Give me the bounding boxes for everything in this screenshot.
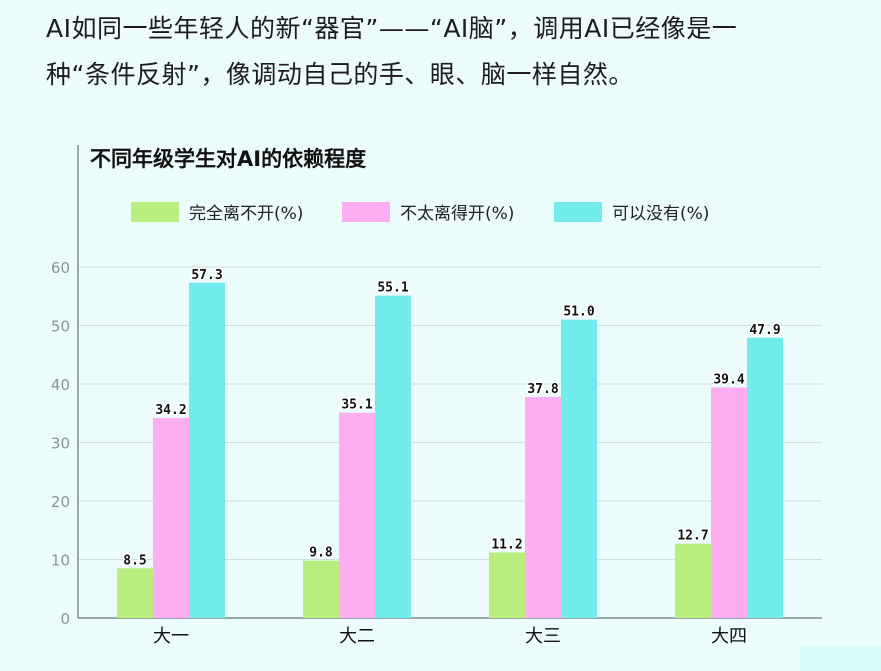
legend-swatch — [554, 202, 602, 222]
bar — [711, 387, 747, 618]
data-label: 47.9 — [749, 323, 780, 338]
data-label: 35.1 — [341, 398, 372, 413]
y-tick-label: 50 — [51, 318, 70, 336]
tick-labels: 0 10 20 30 40 50 60 大一 大二 大三 大四 — [51, 259, 747, 647]
chart-title: 不同年级学生对AI的依赖程度 — [90, 147, 366, 171]
legend-label: 可以没有(%) — [612, 204, 709, 224]
bar — [189, 282, 225, 618]
data-label: 55.1 — [377, 281, 408, 296]
intro-line-2: 种“条件反射”，像调动自己的手、眼、脑一样自然。 — [46, 60, 634, 89]
data-label: 57.3 — [191, 268, 222, 283]
legend-swatch — [342, 202, 390, 222]
x-tick-label: 大四 — [711, 626, 747, 647]
y-tick-label: 60 — [51, 259, 70, 277]
y-tick-label: 10 — [51, 552, 70, 570]
bar — [303, 560, 339, 618]
y-tick-label: 40 — [51, 376, 70, 394]
data-label: 51.0 — [563, 305, 594, 320]
data-label: 37.8 — [527, 382, 558, 397]
corner-decoration — [800, 647, 881, 671]
bar — [339, 412, 375, 618]
bar — [153, 417, 189, 618]
data-labels: 8.5 34.2 57.3 9.8 35.1 55.1 11.2 37.8 51.0 12.7 39… — [122, 266, 782, 569]
bar — [117, 568, 153, 618]
x-tick-label: 大一 — [153, 626, 189, 647]
intro-text: AI如同一些年轻人的新“器官”——“AI脑”，调用AI已经像是一 种“条件反射”… — [46, 6, 866, 98]
bar — [675, 543, 711, 618]
data-label: 9.8 — [309, 546, 333, 561]
bar — [561, 319, 597, 618]
legend-label: 不太离得开(%) — [400, 204, 514, 224]
data-label: 11.2 — [491, 537, 522, 552]
data-label: 8.5 — [123, 553, 146, 568]
data-label: 12.7 — [677, 529, 708, 544]
bar — [525, 396, 561, 618]
y-tick-label: 20 — [51, 493, 70, 511]
intro-line-1: AI如同一些年轻人的新“器官”——“AI脑”，调用AI已经像是一 — [46, 14, 738, 43]
bars — [117, 282, 783, 618]
y-tick-label: 0 — [60, 610, 70, 628]
bar — [747, 337, 783, 618]
data-label: 34.2 — [155, 403, 186, 418]
bar — [489, 552, 525, 618]
x-tick-label: 大二 — [339, 626, 375, 647]
x-tick-label: 大三 — [525, 626, 561, 647]
legend: 完全离不开(%) 不太离得开(%) 可以没有(%) — [131, 202, 709, 224]
legend-swatch — [131, 202, 179, 222]
legend-label: 完全离不开(%) — [189, 204, 303, 224]
bar — [375, 295, 411, 618]
data-label: 39.4 — [713, 373, 744, 388]
y-tick-label: 30 — [51, 435, 70, 453]
